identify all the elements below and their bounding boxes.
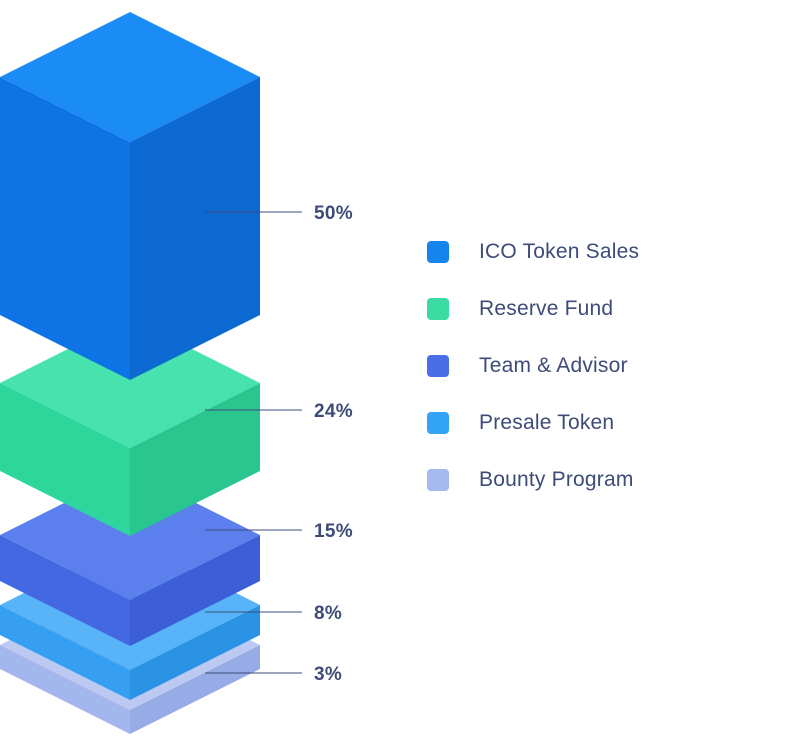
legend-swatch-ico-token-sales — [427, 241, 449, 263]
legend-label-ico-token-sales: ICO Token Sales — [479, 240, 640, 263]
legend-item-bounty-program: Bounty Program — [427, 468, 639, 491]
percent-label: 50% — [314, 203, 353, 224]
legend-label-presale-token: Presale Token — [479, 411, 615, 434]
legend-item-ico-token-sales: ICO Token Sales — [427, 240, 640, 263]
legend-item-reserve-fund: Reserve Fund — [427, 297, 639, 320]
layer-bounty-program-right-face — [130, 645, 260, 734]
legend-swatch-reserve-fund — [427, 298, 449, 320]
layer-bounty-program-left-face — [0, 645, 130, 734]
legend-swatch-bounty-program — [427, 469, 449, 491]
legend-swatch-presale-token — [427, 412, 449, 434]
layer-reserve-fund-left-face — [0, 383, 130, 536]
legend-label-reserve-fund: Reserve Fund — [479, 297, 614, 320]
legend-item-presale-token: Presale Token — [427, 411, 639, 434]
iso-stack-chart: 50% 24% 15% 8% 3% — [0, 12, 353, 734]
layer-team-advisor-right-face — [130, 535, 260, 646]
layer-ico-token-sales-left-face — [0, 77, 130, 380]
legend-swatch-team-advisor — [427, 355, 449, 377]
layer-ico-token-sales-right-face — [130, 77, 260, 380]
legend-item-team-advisor: Team & Advisor — [427, 354, 639, 377]
percent-label: 24% — [314, 401, 353, 422]
legend-label-bounty-program: Bounty Program — [479, 468, 634, 491]
layer-team-advisor-left-face — [0, 535, 130, 646]
percent-label: 8% — [314, 603, 342, 624]
percent-label: 3% — [314, 664, 342, 685]
layer-reserve-fund-right-face — [130, 383, 260, 536]
layer-presale-token-left-face — [0, 605, 130, 700]
layer-presale-token-right-face — [130, 605, 260, 700]
chart-legend: ICO Token Sales Reserve Fund Team & Advi… — [427, 240, 640, 491]
percent-label: 15% — [314, 521, 353, 542]
legend-label-team-advisor: Team & Advisor — [479, 354, 628, 377]
